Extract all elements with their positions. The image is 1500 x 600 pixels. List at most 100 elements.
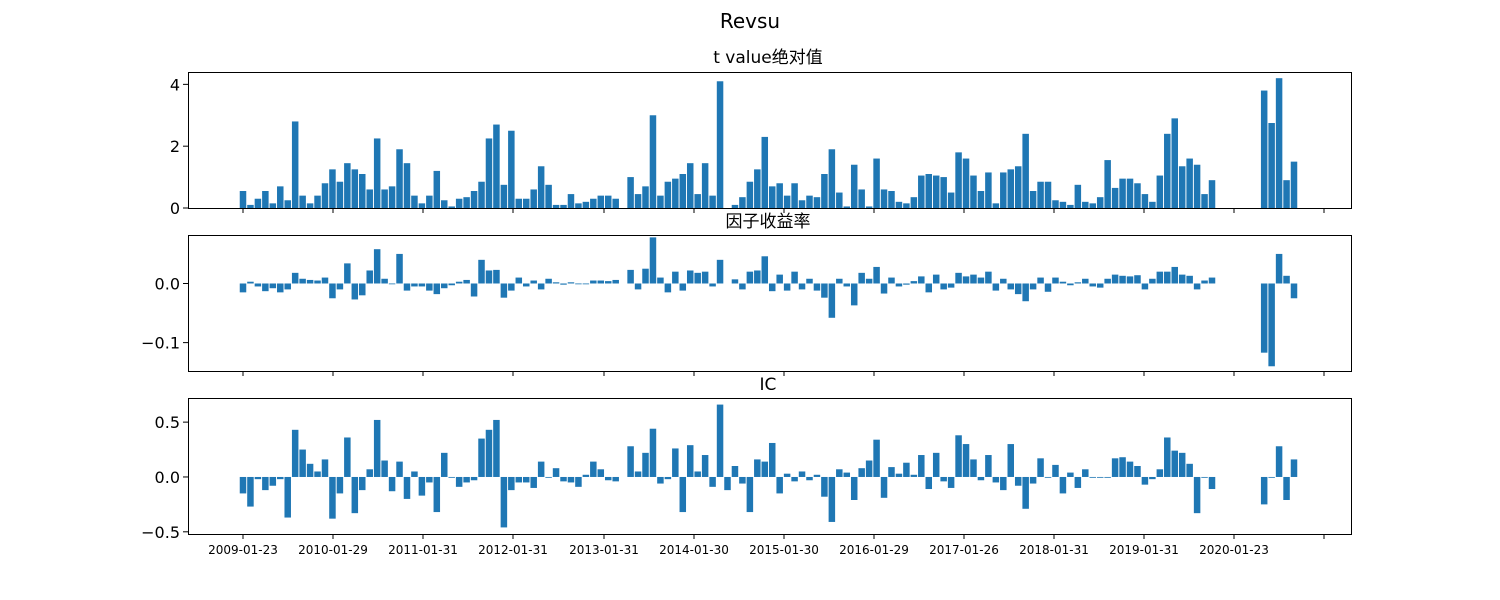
- bar: [940, 177, 947, 208]
- bar: [1111, 274, 1119, 284]
- bar: [329, 476, 336, 519]
- bar: [918, 276, 925, 284]
- bar: [612, 476, 619, 482]
- bar: [932, 175, 940, 208]
- bar: [843, 283, 851, 287]
- bar: [992, 476, 1000, 483]
- bar: [396, 253, 403, 284]
- bar: [672, 178, 679, 208]
- bar: [306, 203, 314, 208]
- bar: [642, 186, 649, 208]
- bar: [1283, 275, 1290, 284]
- bar: [441, 452, 448, 477]
- bar: [1156, 271, 1164, 284]
- bar: [582, 201, 590, 208]
- bar: [1104, 476, 1111, 478]
- bar: [977, 277, 985, 284]
- bar: [1171, 118, 1178, 208]
- bar: [947, 192, 955, 208]
- bar: [1082, 469, 1089, 477]
- bar: [1208, 277, 1216, 284]
- bar: [701, 271, 709, 284]
- bar: [582, 474, 590, 477]
- x-tick-label: 2018-01-31: [1019, 543, 1089, 557]
- bar: [813, 197, 821, 208]
- bar: [537, 283, 545, 290]
- bar: [1000, 278, 1007, 284]
- bar: [1134, 183, 1141, 208]
- x-tick-label: 2011-01-31: [388, 543, 458, 557]
- bar: [247, 476, 254, 507]
- bar: [895, 473, 903, 477]
- bar: [515, 476, 523, 483]
- bar: [1029, 283, 1037, 290]
- bar: [508, 476, 515, 491]
- bar: [530, 280, 537, 284]
- bar: [761, 256, 769, 284]
- bar: [366, 469, 373, 477]
- bar: [701, 455, 709, 477]
- bar: [798, 471, 806, 477]
- bar: [1014, 283, 1022, 295]
- bar: [746, 271, 754, 284]
- bar: [381, 460, 388, 477]
- bar: [1059, 476, 1067, 494]
- bar: [321, 183, 329, 208]
- bar: [962, 158, 970, 208]
- bar: [418, 283, 426, 287]
- bar: [858, 189, 865, 208]
- bar: [858, 272, 865, 284]
- bar: [560, 204, 567, 208]
- bar: [903, 462, 910, 477]
- bar: [1007, 169, 1014, 208]
- bar: [836, 469, 843, 477]
- bar: [1149, 278, 1156, 284]
- bar: [1096, 283, 1104, 288]
- bar: [940, 476, 947, 482]
- bar: [947, 476, 955, 488]
- bar: [873, 266, 880, 284]
- bar: [277, 283, 284, 293]
- bar: [798, 283, 806, 290]
- bar: [1074, 476, 1082, 488]
- bar: [709, 195, 716, 208]
- bar: [627, 177, 634, 208]
- bar: [1119, 457, 1126, 477]
- bar: [597, 280, 605, 284]
- bar: [545, 184, 552, 208]
- bar: [1193, 164, 1201, 208]
- bar: [776, 274, 783, 284]
- bar: [604, 476, 612, 481]
- bar: [441, 200, 448, 208]
- bar: [612, 198, 619, 208]
- bar: [649, 115, 657, 208]
- bar: [493, 269, 500, 284]
- bar: [1201, 476, 1208, 478]
- bar: [403, 283, 411, 291]
- bar: [873, 158, 880, 208]
- bar: [426, 283, 433, 291]
- bar: [724, 476, 731, 491]
- bar: [1059, 281, 1067, 284]
- bar: [262, 283, 269, 292]
- bar: [433, 170, 441, 208]
- bar: [1014, 476, 1022, 486]
- bar: [1178, 452, 1186, 477]
- bar: [515, 198, 523, 208]
- bar: [1268, 123, 1275, 208]
- bar: [1149, 476, 1156, 480]
- bar: [1111, 187, 1119, 208]
- bar: [344, 263, 351, 284]
- bar: [716, 259, 724, 284]
- bar: [403, 476, 411, 499]
- bar: [530, 189, 537, 208]
- bar: [836, 192, 843, 208]
- bar: [739, 283, 746, 290]
- figure-suptitle: Revsu: [720, 9, 780, 33]
- bar: [962, 444, 970, 477]
- y-tick-label: 0.0: [155, 468, 180, 487]
- bar: [560, 283, 567, 285]
- bar: [1059, 201, 1067, 208]
- bar: [1089, 283, 1096, 287]
